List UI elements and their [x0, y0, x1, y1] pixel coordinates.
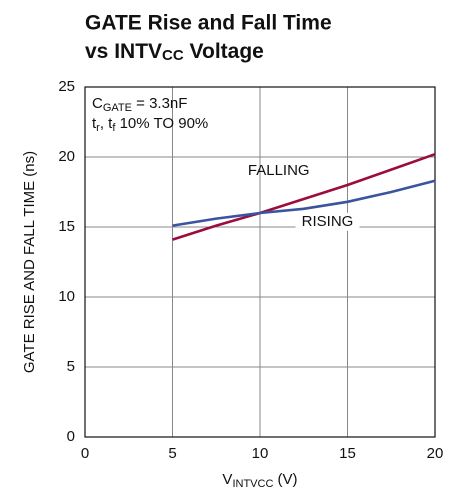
- annotation: CGATE = 3.3nF: [92, 95, 187, 114]
- x-axis-label-sub: INTVCC: [232, 478, 273, 490]
- annotation: tr, tf 10% TO 90%: [92, 115, 208, 134]
- series-label: RISING: [302, 213, 354, 230]
- y-tick-label: 10: [58, 288, 75, 305]
- x-tick-label: 0: [81, 445, 89, 462]
- annotation-part: t: [92, 115, 97, 132]
- x-axis-label-part: V: [222, 471, 232, 488]
- annotation-part: C: [92, 95, 103, 112]
- x-axis-label-part: (V): [273, 471, 297, 488]
- annotation-part: = 3.3nF: [132, 95, 187, 112]
- series-line: [172, 152, 436, 241]
- annotation-sub: GATE: [103, 102, 132, 114]
- x-tick-label: 5: [168, 445, 176, 462]
- x-tick-label: 20: [427, 445, 444, 462]
- x-tick-label: 15: [339, 445, 356, 462]
- annotation-part: 10% TO 90%: [115, 115, 208, 132]
- label-background: [295, 212, 360, 231]
- y-axis-label: GATE RISE AND FALL TIME (ns): [21, 151, 38, 373]
- chart-subtitle-sub: CC: [162, 47, 184, 64]
- chart-subtitle-part: Voltage: [184, 40, 264, 63]
- x-axis-label: VINTVCC (V): [222, 471, 297, 490]
- chart-subtitle: vs INTVCC Voltage: [85, 40, 264, 64]
- y-tick-label: 20: [58, 148, 75, 165]
- y-tick-label: 25: [58, 78, 75, 95]
- series-line: [172, 179, 436, 227]
- chart-subtitle-part: vs INTV: [85, 40, 162, 63]
- annotation-sub: f: [112, 122, 116, 134]
- y-tick-label: 5: [67, 358, 75, 375]
- plot-frame: [84, 86, 436, 438]
- annotation-sub: r: [96, 122, 100, 134]
- y-tick-label: 0: [67, 428, 75, 445]
- x-tick-label: 10: [252, 445, 269, 462]
- chart-title: GATE Rise and Fall Time: [85, 12, 332, 35]
- annotation-part: , t: [100, 115, 113, 132]
- y-tick-label: 15: [58, 218, 75, 235]
- series-label: FALLING: [248, 162, 310, 179]
